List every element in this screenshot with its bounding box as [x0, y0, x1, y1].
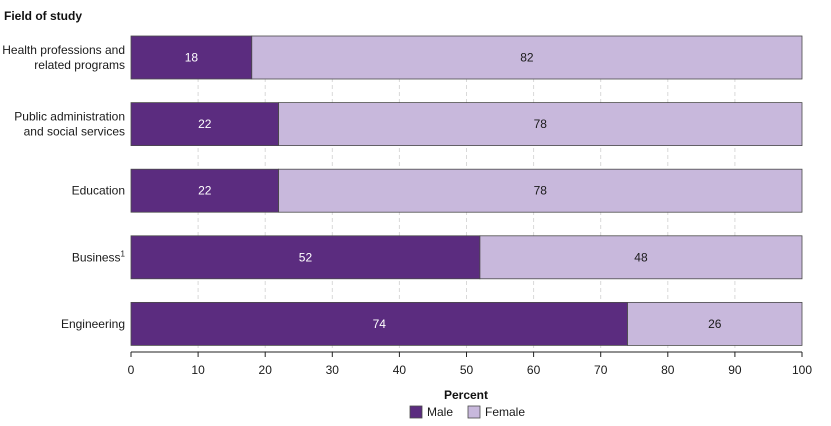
x-tick-label-100: 100: [792, 363, 812, 377]
value-label-female-2: 78: [534, 184, 548, 198]
category-label-3: Business1: [72, 249, 126, 264]
x-axis-title: Percent: [444, 388, 488, 402]
value-label-male-4: 74: [373, 317, 387, 331]
bar-female-1: [278, 102, 803, 146]
x-tick-label-70: 70: [594, 363, 608, 377]
x-tick-label-0: 0: [128, 363, 135, 377]
value-label-female-3: 48: [634, 250, 648, 264]
legend-label-male: Male: [427, 405, 453, 419]
value-label-male-2: 22: [198, 184, 212, 198]
x-tick-label-90: 90: [728, 363, 742, 377]
x-tick-label-10: 10: [191, 363, 205, 377]
legend-label-female: Female: [485, 405, 525, 419]
category-label-1: and social services: [24, 125, 125, 139]
category-label-4: Engineering: [61, 317, 125, 331]
x-tick-label-30: 30: [326, 363, 340, 377]
legend-swatch-female: [467, 405, 481, 419]
bar-female-3: [479, 235, 803, 280]
x-axis: 0 10 20 30 40 50 60 70 80 90 100: [128, 351, 812, 377]
value-label-female-0: 82: [520, 51, 534, 65]
bar-female-2: [278, 168, 803, 213]
bar-male-3: [130, 235, 481, 280]
x-tick-label-60: 60: [527, 363, 541, 377]
x-tick-label-20: 20: [259, 363, 273, 377]
value-label-male-3: 52: [299, 250, 313, 264]
bar-male-0: [130, 35, 253, 80]
category-label-0: Health professions and: [2, 43, 125, 57]
value-label-male-0: 18: [185, 51, 199, 65]
x-tick-label-50: 50: [460, 363, 474, 377]
value-label-female-4: 26: [708, 317, 722, 331]
category-label-2: Education: [72, 184, 125, 198]
value-label-male-1: 22: [198, 117, 212, 131]
footnote-marker: 1: [121, 249, 126, 258]
legend: Male Female: [409, 405, 525, 419]
category-label-0: related programs: [34, 58, 125, 72]
value-label-female-1: 78: [534, 117, 548, 131]
bar-female-0: [251, 35, 803, 80]
bar-male-4: [130, 301, 628, 346]
y-axis-title: Field of study: [4, 9, 82, 23]
bar-male-1: [130, 102, 280, 146]
bars: 18 82 22 78 22 78 52 48 74 26: [130, 35, 803, 346]
x-tick-label-80: 80: [661, 363, 675, 377]
category-label-1: Public administration: [14, 110, 125, 124]
x-tick-label-40: 40: [393, 363, 407, 377]
bar-female-4: [627, 301, 803, 346]
legend-swatch-male: [409, 405, 423, 419]
